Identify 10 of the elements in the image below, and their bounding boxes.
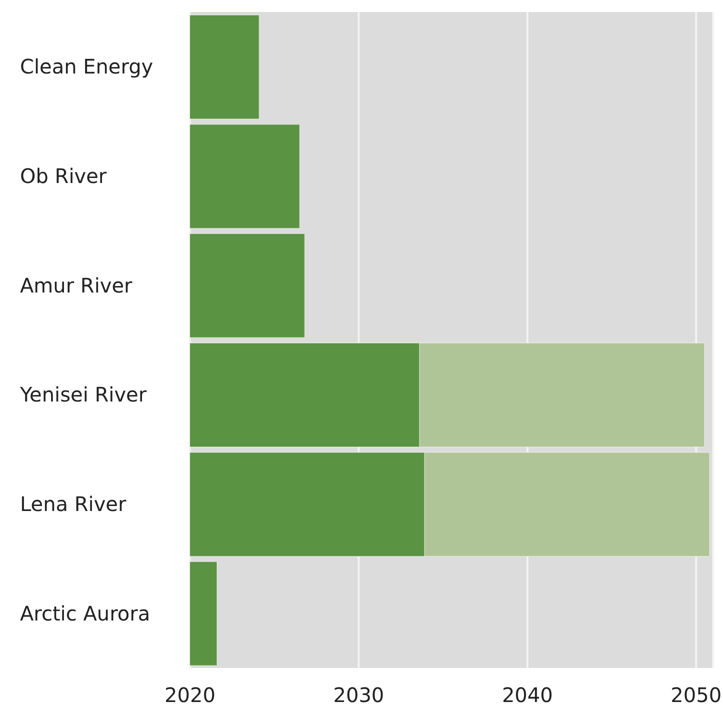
- x-tick-label: 2050: [670, 683, 722, 708]
- x-tick-label: 2040: [502, 683, 553, 708]
- y-tick-label: Amur River: [20, 273, 134, 298]
- y-tick-label: Clean Energy: [20, 54, 154, 79]
- x-tick-label: 2030: [333, 683, 384, 708]
- x-tick-label: 2020: [164, 683, 216, 708]
- y-tick-label: Yenisei River: [19, 382, 148, 407]
- y-tick-label: Lena River: [20, 492, 127, 516]
- y-tick-label: Ob River: [20, 164, 108, 188]
- y-tick-label: Arctic Aurora: [20, 601, 150, 626]
